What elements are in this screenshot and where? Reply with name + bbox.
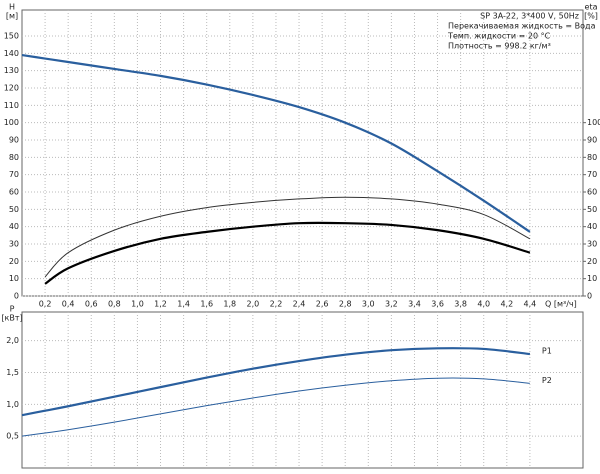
x-tick-label: 3,0 bbox=[362, 300, 375, 309]
y-axis-label: P bbox=[10, 305, 15, 314]
plot-frame bbox=[21, 9, 584, 297]
x-tick-label: 4,2 bbox=[500, 300, 513, 309]
chart-title: SP 3A-22, 3*400 V, 50Hz bbox=[480, 12, 579, 21]
y2-tick-label: 80 bbox=[587, 153, 597, 162]
x-tick-label: 1,0 bbox=[131, 300, 144, 309]
legend-label: P2 bbox=[542, 376, 552, 385]
y-axis-unit: [кВт] bbox=[1, 314, 22, 323]
y-tick-label: 110 bbox=[4, 101, 19, 110]
y-tick-label: 70 bbox=[9, 170, 19, 179]
y-tick-label: 150 bbox=[4, 32, 19, 41]
y2-tick-label: 0 bbox=[587, 292, 592, 301]
x-tick-label: 2,4 bbox=[293, 300, 306, 309]
y-tick-label: 80 bbox=[9, 153, 19, 162]
y2-tick-label: 60 bbox=[587, 188, 597, 197]
x-tick-label: 0,8 bbox=[108, 300, 121, 309]
y2-tick-label: 100 bbox=[587, 118, 600, 127]
y2-tick-label: 10 bbox=[587, 274, 597, 283]
y-tick-label: 130 bbox=[4, 66, 19, 75]
x-tick-label: 2,8 bbox=[339, 300, 352, 309]
x-tick-label: 2,2 bbox=[270, 300, 283, 309]
x-tick-label: 3,8 bbox=[454, 300, 467, 309]
x-tick-label: 2,0 bbox=[246, 300, 259, 309]
y2-tick-label: 20 bbox=[587, 257, 597, 266]
y2-tick-label: 30 bbox=[587, 240, 597, 249]
x-tick-label: 1,2 bbox=[154, 300, 167, 309]
y-tick-label: 30 bbox=[9, 240, 19, 249]
x-tick-label: 1,4 bbox=[177, 300, 190, 309]
y2-tick-label: 40 bbox=[587, 222, 597, 231]
x-axis-label: Q [м³/ч] bbox=[545, 300, 577, 309]
annotation: Темп. жидкости = 20 °C bbox=[447, 32, 551, 41]
y-tick-label: 1,5 bbox=[6, 368, 19, 377]
y-tick-label: 90 bbox=[9, 136, 19, 145]
x-tick-label: 3,6 bbox=[431, 300, 444, 309]
y-axis-label: H bbox=[9, 3, 15, 12]
y-tick-label: 0 bbox=[14, 292, 19, 301]
y-tick-label: 1,0 bbox=[6, 400, 19, 409]
curve bbox=[21, 53, 531, 233]
y-tick-label: 120 bbox=[4, 84, 19, 93]
y2-tick-label: 50 bbox=[587, 205, 597, 214]
y2-tick-label: 90 bbox=[587, 136, 597, 145]
x-tick-label: 1,8 bbox=[223, 300, 236, 309]
y-axis-unit: [м] bbox=[6, 12, 18, 21]
x-tick-label: 3,2 bbox=[385, 300, 398, 309]
y2-axis-unit: [%] bbox=[584, 12, 598, 21]
y-tick-label: 10 bbox=[9, 274, 19, 283]
y-tick-label: 50 bbox=[9, 205, 19, 214]
annotation: Плотность = 998.2 кг/м³ bbox=[448, 42, 551, 51]
y2-tick-label: 70 bbox=[587, 170, 597, 179]
x-tick-label: 3,4 bbox=[408, 300, 421, 309]
legend-label: P1 bbox=[542, 347, 552, 356]
y-tick-label: 2,0 bbox=[6, 336, 19, 345]
x-tick-label: 0,4 bbox=[62, 300, 75, 309]
curve bbox=[44, 221, 531, 285]
y-tick-label: 20 bbox=[9, 257, 19, 266]
curve bbox=[21, 377, 530, 437]
curve bbox=[44, 196, 531, 278]
x-tick-label: 2,6 bbox=[316, 300, 329, 309]
annotation: Перекачиваемая жидкость = Вода bbox=[448, 22, 596, 31]
y-tick-label: 140 bbox=[4, 49, 19, 58]
x-tick-label: 4,4 bbox=[524, 300, 537, 309]
y-tick-label: 100 bbox=[4, 118, 19, 127]
x-tick-label: 4,0 bbox=[477, 300, 490, 309]
y-tick-label: 60 bbox=[9, 188, 19, 197]
plot-frame bbox=[21, 311, 584, 469]
x-tick-label: 1,6 bbox=[200, 300, 213, 309]
y-tick-label: 0,5 bbox=[6, 432, 19, 441]
x-tick-label: 0,6 bbox=[85, 300, 98, 309]
curve bbox=[21, 347, 531, 417]
y-tick-label: 40 bbox=[9, 222, 19, 231]
x-tick-label: 0,2 bbox=[39, 300, 52, 309]
y2-axis-label: eta bbox=[585, 3, 598, 12]
